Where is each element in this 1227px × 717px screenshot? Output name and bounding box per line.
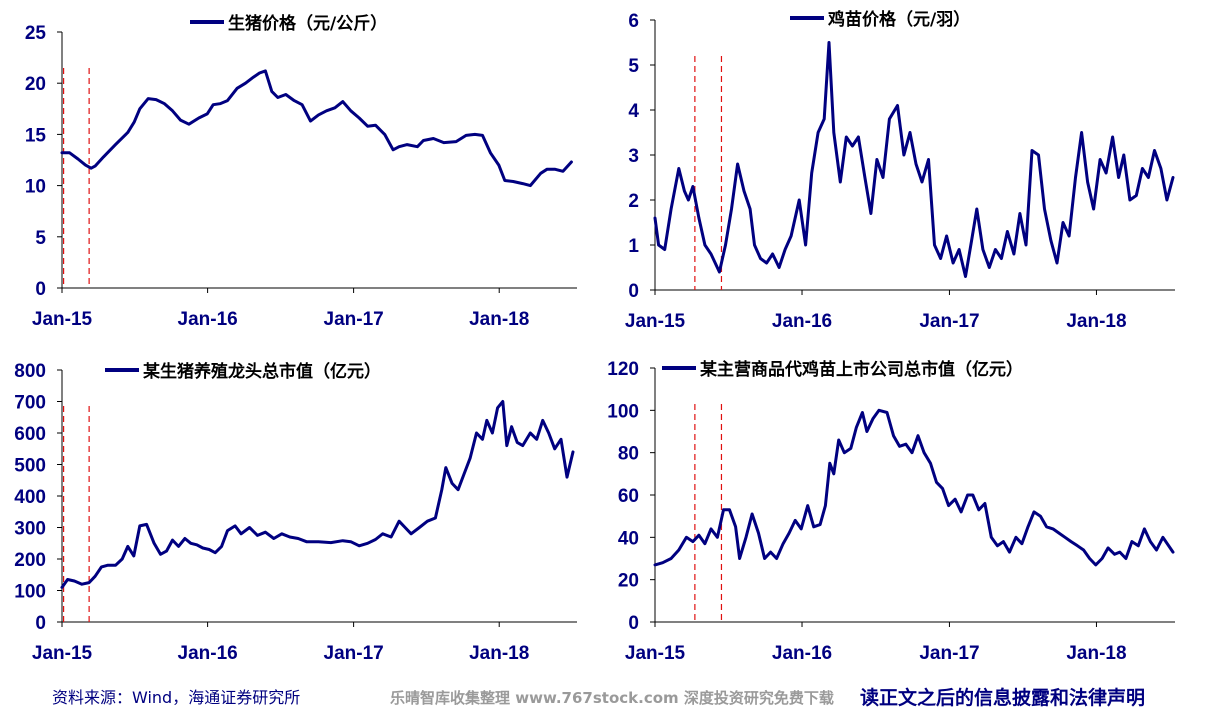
y-tick-label: 6 [628,11,639,32]
y-tick-label: 10 [25,177,46,198]
y-tick-label: 20 [25,74,46,95]
legend: 生猪价格（元/公斤） [190,13,387,34]
legend-label: 某生猪养殖龙头总市值（亿元） [143,361,381,382]
y-tick-label: 4 [628,101,639,122]
x-tick-label: Jan-16 [772,643,832,664]
source-note: 资料来源：Wind，海通证券研究所 [52,688,301,707]
y-tick-label: 0 [35,279,46,300]
series-line [653,41,1175,278]
chart-3: 0 100 200 300 400 500 600 700 800 Jan-15 Jan-16 Jan… [14,361,577,664]
series-line [653,408,1175,567]
x-tick-label: Jan-15 [625,311,686,332]
x-tick-label: Jan-15 [32,309,93,330]
y-tick-label: 25 [25,23,47,44]
y-tick-label: 600 [14,424,46,445]
x-tick-label: Jan-16 [178,643,238,664]
watermark-text: 乐晴智库收集整理 www.767stock.com 深度投资研究免费下载 [390,689,834,707]
chart-4: 0 20 40 60 80 100 120 Jan-15 Jan-16 Jan-17 Jan-18 某… [607,359,1175,664]
x-tick-label: Jan-16 [178,309,238,330]
y-tick-label: 400 [14,487,46,508]
x-tick-label: Jan-17 [324,309,384,330]
x-tick-label: Jan-17 [324,643,384,664]
y-tick-label: 300 [14,519,46,540]
y-tick-label: 0 [35,613,46,634]
x-tick-label: Jan-18 [1066,643,1126,664]
x-tick-label: Jan-18 [469,643,529,664]
y-tick-label: 100 [607,401,639,422]
disclaimer-link[interactable]: 读正文之后的信息披露和法律声明 [860,687,1146,709]
y-tick-label: 80 [618,444,639,465]
y-tick-label: 20 [618,571,639,592]
y-tick-label: 200 [14,550,46,571]
chart-1: 0 5 10 15 20 25 Jan-15 Jan-16 Jan-17 Jan-18 生猪价格（元… [25,13,577,330]
y-tick-label: 40 [618,528,639,549]
y-tick-label: 1 [628,236,639,257]
series-line [60,69,573,188]
y-tick-label: 0 [628,281,639,302]
x-tick-label: Jan-15 [625,643,686,664]
y-tick-label: 120 [607,359,639,380]
y-tick-label: 100 [14,582,46,603]
y-tick-label: 60 [618,486,639,507]
y-tick-label: 500 [14,456,46,477]
x-tick-label: Jan-16 [772,311,832,332]
legend-label: 鸡苗价格（元/羽） [827,9,970,30]
series-line [60,400,575,589]
legend: 某生猪养殖龙头总市值（亿元） [105,361,381,382]
y-tick-label: 15 [25,125,47,146]
chart-2: 0 1 2 3 4 5 6 Jan-15 Jan-16 Jan-17 Jan-18 鸡苗价格（元/羽） [625,9,1175,332]
y-tick-label: 2 [628,191,639,212]
x-tick-label: Jan-15 [32,643,93,664]
y-tick-label: 3 [628,146,639,167]
x-tick-label: Jan-18 [1066,311,1126,332]
legend-label: 生猪价格（元/公斤） [228,13,387,34]
legend: 某主营商品代鸡苗上市公司总市值（亿元） [662,359,1023,380]
legend: 鸡苗价格（元/羽） [790,9,970,30]
y-tick-label: 5 [628,56,639,77]
legend-label: 某主营商品代鸡苗上市公司总市值（亿元） [700,359,1023,380]
y-tick-label: 700 [14,393,46,414]
y-tick-label: 5 [35,228,46,249]
x-tick-label: Jan-17 [919,311,979,332]
y-tick-label: 800 [14,361,46,382]
x-tick-label: Jan-17 [919,643,979,664]
y-tick-label: 0 [628,613,639,634]
x-tick-label: Jan-18 [469,309,529,330]
